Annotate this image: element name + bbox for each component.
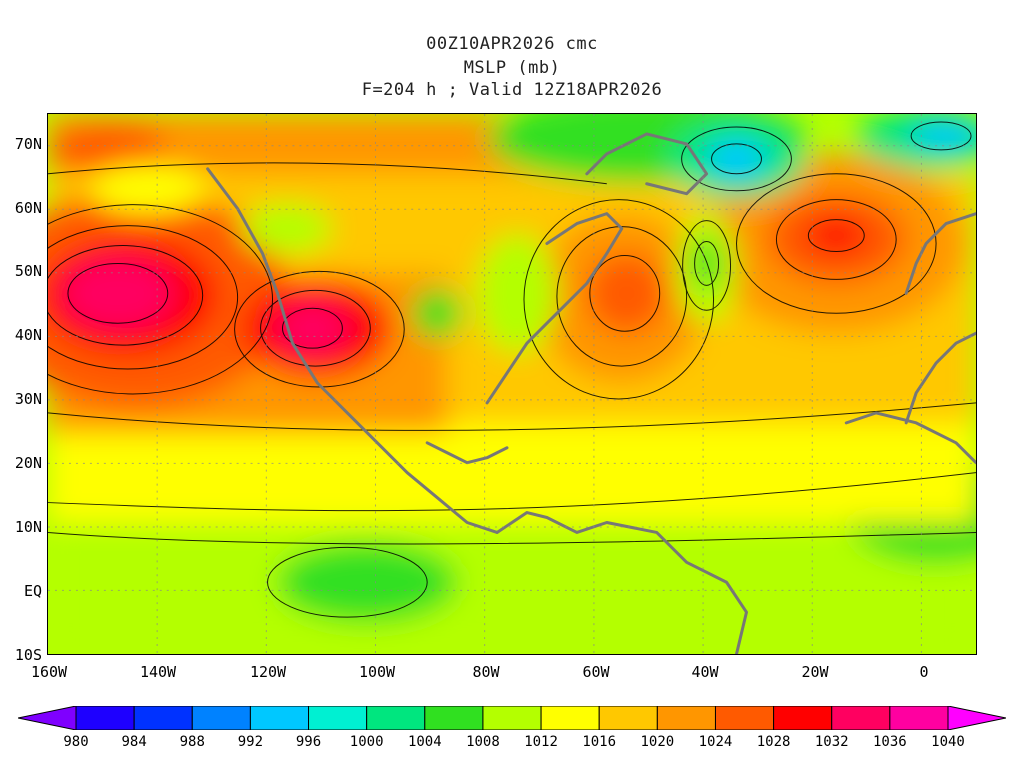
lon-label: 140W — [139, 663, 177, 681]
colorbar-tick-label: 1004 — [407, 734, 442, 750]
lat-label: 70N — [14, 135, 42, 153]
colorbar-tick-label: 1032 — [814, 734, 849, 750]
colorbar-tick-label: 1020 — [640, 734, 675, 750]
colorbar-segment — [191, 706, 251, 730]
lat-label: 10N — [14, 518, 42, 536]
map-title-variable: MSLP (mb) — [463, 58, 561, 78]
colorbar-segment — [249, 706, 310, 730]
lon-label: 40W — [691, 663, 719, 681]
coastline-east-us — [485, 212, 624, 405]
lon-label: 80W — [472, 663, 500, 681]
colorbar-segment — [424, 706, 484, 730]
colorbar-tick-label: 1024 — [698, 734, 733, 750]
lat-label: 30N — [14, 390, 42, 408]
colorbar-tick-label: 980 — [63, 734, 89, 750]
lat-label: 60N — [14, 199, 42, 217]
colorbar-min-triangle — [18, 706, 77, 730]
colorbar-tick-label: 1028 — [756, 734, 791, 750]
coastline-europe — [904, 212, 976, 295]
coastline-west-africa — [844, 411, 976, 465]
colorbar-tick-label: 1036 — [873, 734, 907, 750]
lat-label: 40N — [14, 326, 42, 344]
lat-label: 20N — [14, 454, 42, 472]
colorbar-segment — [366, 706, 426, 730]
colorbar-segment — [773, 706, 833, 730]
colorbar-tick-label: 1008 — [466, 734, 500, 750]
mslp-map — [47, 113, 977, 655]
lon-label: 120W — [249, 663, 287, 681]
colorbar-max-triangle — [947, 706, 1006, 730]
lon-label: 100W — [358, 663, 396, 681]
map-title-run: 00Z10APR2026 cmc — [426, 34, 598, 54]
colorbar-segment — [75, 706, 135, 730]
colorbar-segment — [889, 706, 949, 730]
coastline-gulf — [425, 441, 509, 465]
coastline-pacific — [206, 167, 499, 534]
colorbar-segment — [540, 706, 600, 730]
lon-label: 0 — [919, 663, 929, 681]
coastline-south-america — [495, 511, 748, 654]
colorbar-tick-label: 988 — [179, 734, 205, 750]
colorbar-segment — [656, 706, 716, 730]
colorbar-tick-label: 1040 — [931, 734, 965, 750]
colorbar-segment — [482, 706, 542, 730]
lat-label: 50N — [14, 262, 42, 280]
colorbar-tick-label: 984 — [121, 734, 147, 750]
colorbar-tick-label: 992 — [237, 734, 264, 750]
pressure-colorbar — [18, 706, 1006, 730]
colorbar-segment — [598, 706, 658, 730]
colorbar-tick-label: 996 — [295, 734, 322, 750]
map-title-valid: F=204 h ; Valid 12Z18APR2026 — [361, 80, 663, 100]
colorbar-tick-label: 1012 — [524, 734, 558, 750]
colorbar-segment — [714, 706, 775, 730]
colorbar-segment — [831, 706, 891, 730]
lon-label: 60W — [582, 663, 610, 681]
lat-label: EQ — [23, 582, 42, 600]
coastline-iberia — [904, 331, 976, 425]
coastline-greenland — [585, 132, 709, 196]
colorbar-tick-label: 1016 — [582, 734, 617, 750]
colorbar-segment — [308, 706, 368, 730]
lon-label: 20W — [801, 663, 829, 681]
colorbar-tick-label: 1000 — [349, 734, 384, 750]
lon-label: 160W — [30, 663, 68, 681]
colorbar-segment — [133, 706, 193, 730]
lat-label: 10S — [14, 646, 42, 664]
